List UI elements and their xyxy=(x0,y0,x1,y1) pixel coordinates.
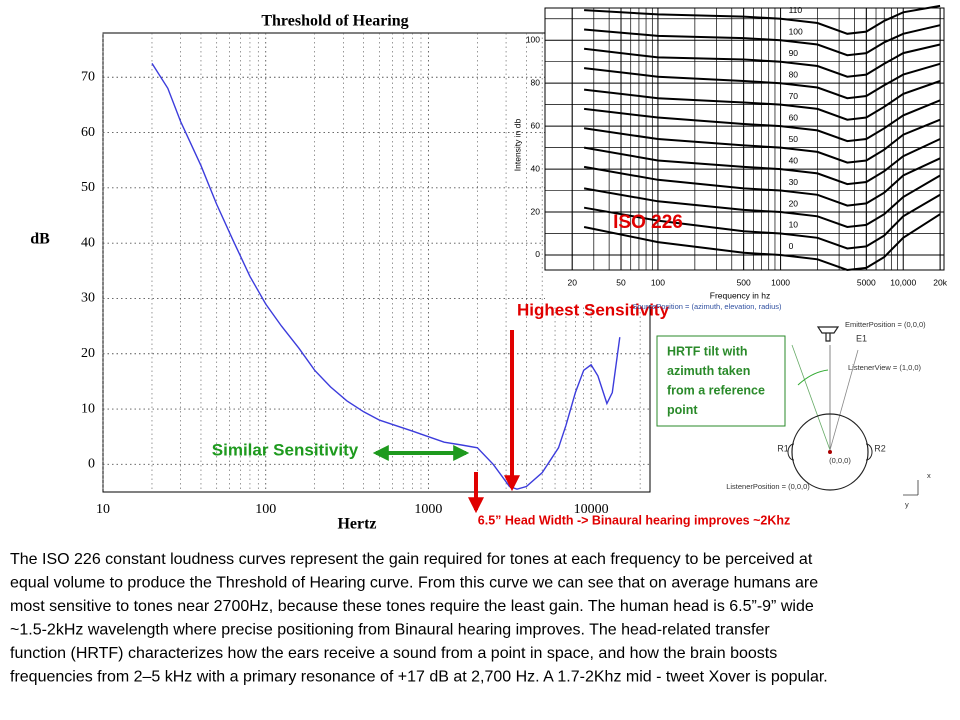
data-line xyxy=(583,174,941,229)
x-tick-label: 1000 xyxy=(771,277,790,287)
data-line xyxy=(151,63,621,490)
y-tick-label: 80 xyxy=(531,77,541,87)
x-tick-label: 10000 xyxy=(574,502,609,517)
y-tick-label: 20 xyxy=(81,346,95,361)
paragraph: The ISO 226 constant loudness curves rep… xyxy=(10,551,828,686)
axis-line xyxy=(829,349,859,451)
note-box xyxy=(656,335,786,427)
data-line xyxy=(584,24,941,57)
annotation: Highest Sensitivity xyxy=(517,300,670,319)
x-tick-label: 20k xyxy=(933,277,947,287)
note-line: point xyxy=(667,403,698,417)
speaker xyxy=(816,326,840,342)
label: y xyxy=(905,500,909,509)
data-line xyxy=(583,193,941,250)
note-line: HRTF tilt with xyxy=(667,344,748,358)
paragraph-line: frequencies from 2–5 kHz with a primary … xyxy=(10,669,828,686)
y-tick-label: 50 xyxy=(81,180,95,195)
y-tick-label: 40 xyxy=(81,235,95,250)
data-line xyxy=(583,80,941,121)
data-line xyxy=(583,43,941,78)
x-tick-label: 5000 xyxy=(857,277,876,287)
series-label: 60 xyxy=(789,112,799,122)
x-tick-label: 100 xyxy=(651,277,665,287)
ear xyxy=(865,443,873,461)
y-tick-label: 70 xyxy=(81,69,95,84)
label: R1 xyxy=(777,443,789,453)
y-axis-label: Intensity in db xyxy=(512,119,522,172)
note-line: from a reference xyxy=(667,383,765,397)
paragraph-line: The ISO 226 constant loudness curves rep… xyxy=(10,551,813,568)
x-tick-label: 500 xyxy=(737,277,751,287)
y-tick-label: 30 xyxy=(81,291,95,306)
paragraph-line: ~1.5-2kHz wavelength where precise posit… xyxy=(10,622,770,639)
label: (0,0,0) xyxy=(829,456,851,465)
series-label: 70 xyxy=(789,91,799,101)
series-label: 40 xyxy=(789,155,799,165)
head xyxy=(791,413,869,491)
series-label: 20 xyxy=(789,198,799,208)
axes-icon xyxy=(903,480,919,496)
axis-line xyxy=(791,344,831,451)
label: SourcePosition = (azimuth, elevation, ra… xyxy=(632,302,782,311)
y-axis-label: dB xyxy=(30,231,50,248)
series-label: 30 xyxy=(789,177,799,187)
data-line xyxy=(583,118,941,164)
iso-chart: 20 50 100 500 1000 5000 10,000 20k0204060801000… xyxy=(512,4,948,300)
data-line xyxy=(583,157,941,207)
x-tick-label: 100 xyxy=(255,502,276,517)
ear xyxy=(787,443,795,461)
x-tick-label: 50 xyxy=(616,277,626,287)
center xyxy=(828,450,832,454)
y-tick-label: 0 xyxy=(535,249,540,259)
data-line xyxy=(583,99,941,143)
data-line xyxy=(583,213,941,272)
data-line xyxy=(583,138,941,186)
note-line: azimuth taken xyxy=(667,364,750,378)
data-line xyxy=(584,4,941,35)
label: E1 xyxy=(856,333,867,343)
x-tick-label: 10,000 xyxy=(890,277,916,287)
angle-arc xyxy=(797,369,829,386)
x-tick-label: 1000 xyxy=(414,502,442,517)
y-tick-label: 20 xyxy=(531,206,541,216)
label: R2 xyxy=(874,443,886,453)
y-tick-label: 0 xyxy=(88,457,95,472)
x-tick-label: 20 xyxy=(567,277,577,287)
data-line xyxy=(583,62,941,100)
y-tick-label: 100 xyxy=(526,34,540,44)
x-axis-label: Frequency in hz xyxy=(710,290,770,300)
x-axis-label: Hertz xyxy=(337,516,376,533)
y-tick-label: 10 xyxy=(81,401,95,416)
series-label: 0 xyxy=(789,241,794,251)
paragraph-line: equal volume to produce the Threshold of… xyxy=(10,575,818,592)
paragraph-line: function (HRTF) characterizes how the ea… xyxy=(10,645,777,662)
series-label: 90 xyxy=(789,48,799,58)
y-tick-label: 60 xyxy=(531,120,541,130)
label: EmitterPosition = (0,0,0) xyxy=(845,320,926,329)
label: ListenerView = (1,0,0) xyxy=(848,363,922,372)
y-tick-label: 60 xyxy=(81,125,95,140)
y-tick-label: 40 xyxy=(531,163,541,173)
series-label: 110 xyxy=(789,5,803,15)
annotation: 6.5” Head Width -> Binaural hearing impr… xyxy=(478,513,790,527)
hrtf-diagram: SourcePosition = (azimuth, elevation, ra… xyxy=(632,302,931,509)
paragraph-line: most sensitive to tones near 2700Hz, bec… xyxy=(10,598,814,615)
series-label: 100 xyxy=(789,26,803,36)
series-label: 80 xyxy=(789,69,799,79)
series-label: 50 xyxy=(789,134,799,144)
annotation: Similar Sensitivity xyxy=(212,440,359,459)
x-tick-label: 10 xyxy=(96,502,110,517)
annotation: ISO 226 xyxy=(613,212,683,233)
chart-title: Threshold of Hearing xyxy=(261,13,408,30)
series-label: 10 xyxy=(789,220,799,230)
label: ListenerPosition = (0,0,0) xyxy=(726,482,810,491)
label: x xyxy=(927,471,931,480)
